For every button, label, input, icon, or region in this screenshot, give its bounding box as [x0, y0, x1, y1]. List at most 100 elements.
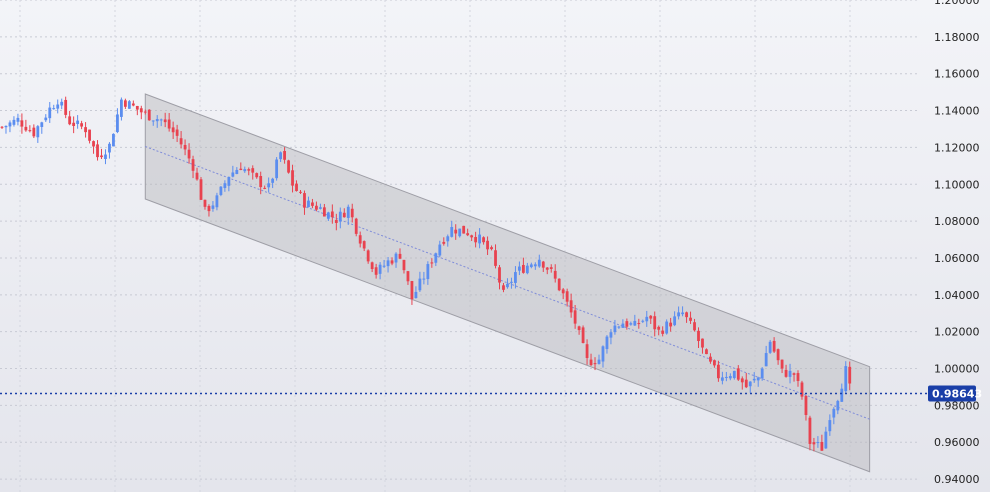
candle-down — [474, 237, 478, 243]
candle-up — [307, 200, 310, 208]
candle-down — [549, 267, 553, 269]
y-tick-label: 1.04000 — [934, 289, 980, 302]
candle-down — [581, 327, 585, 343]
candle-up — [223, 183, 227, 189]
candle-up — [36, 126, 40, 138]
candle-down — [502, 285, 505, 290]
candle-up — [56, 104, 60, 109]
candle-up — [788, 370, 792, 377]
candle-up — [760, 368, 764, 379]
candle-up — [394, 253, 398, 263]
candle-down — [561, 289, 565, 294]
candle-down — [693, 322, 696, 331]
candle-up — [231, 172, 235, 177]
candle-down — [498, 267, 501, 283]
candle-down — [187, 149, 191, 159]
candle-down — [311, 202, 314, 206]
candle-down — [88, 129, 91, 141]
candle-up — [816, 442, 820, 444]
candle-up — [319, 207, 322, 209]
candle-down — [804, 396, 808, 416]
candle-up — [677, 312, 680, 317]
candle-up — [48, 107, 52, 119]
candle-up — [108, 143, 111, 153]
candle-down — [490, 247, 493, 250]
candle-down — [334, 220, 338, 223]
candle-down — [541, 261, 545, 268]
candle-down — [330, 211, 334, 218]
candle-up — [227, 176, 231, 186]
y-tick-label: 0.94000 — [934, 473, 980, 486]
candle-down — [470, 235, 474, 238]
candle-down — [442, 241, 446, 244]
candle-up — [609, 332, 613, 338]
current-price-tag — [928, 385, 976, 402]
candle-up — [438, 244, 442, 256]
candle-up — [458, 228, 462, 237]
y-tick-label: 1.18000 — [934, 31, 980, 44]
current-price-label: 0.98643 — [932, 388, 982, 401]
candle-up — [104, 154, 107, 159]
candle-down — [577, 326, 581, 331]
candle-up — [12, 119, 16, 125]
candle-down — [573, 310, 577, 324]
candle-down — [68, 116, 72, 125]
candle-down — [569, 300, 573, 313]
candle-up — [127, 101, 131, 109]
candle-up — [768, 341, 772, 353]
candle-up — [605, 336, 609, 350]
candle-down — [239, 168, 243, 170]
candle-up — [8, 122, 12, 127]
candle-up — [514, 272, 517, 283]
price-axis: 1.20000 1.18000 1.16000 1.14000 1.12000 1.100… — [934, 0, 980, 486]
candle-up — [613, 325, 617, 333]
candle-up — [506, 283, 509, 288]
candle-up — [275, 159, 279, 179]
candle-up — [844, 366, 848, 392]
candle-up — [159, 119, 163, 121]
candle-down — [123, 100, 127, 107]
candle-down — [96, 144, 99, 158]
candle-up — [418, 278, 422, 291]
candle-down — [685, 312, 688, 318]
candle-down — [362, 241, 366, 249]
candle-down — [796, 373, 800, 382]
candle-down — [709, 356, 712, 362]
candle-down — [342, 212, 346, 218]
candle-down — [406, 271, 410, 282]
candle-down — [183, 144, 187, 150]
candle-down — [24, 126, 28, 131]
candle-down — [287, 160, 290, 173]
candle-down — [167, 119, 171, 129]
candle-down — [776, 349, 780, 361]
candle-down — [545, 267, 549, 270]
y-tick-label: 1.10000 — [934, 178, 980, 191]
candle-up — [748, 381, 752, 387]
candle-down — [0, 126, 4, 128]
candle-up — [828, 420, 832, 432]
candle-down — [135, 105, 139, 110]
candle-up — [510, 281, 513, 283]
candle-down — [454, 229, 458, 234]
candle-up — [386, 260, 390, 267]
candle-up — [60, 101, 64, 106]
candle-down — [689, 317, 692, 321]
candle-down — [147, 109, 151, 121]
candle-up — [422, 278, 426, 280]
candle-down — [625, 321, 629, 327]
candle-down — [565, 291, 569, 302]
y-tick-label: 1.06000 — [934, 252, 980, 265]
current-price-marker: 0.98643 — [0, 385, 982, 402]
candle-up — [267, 183, 271, 188]
y-tick-label: 0.98000 — [934, 399, 980, 412]
candle-down — [585, 344, 589, 359]
candle-up — [641, 320, 645, 322]
y-tick-label: 1.02000 — [934, 326, 980, 339]
candle-down — [713, 360, 716, 366]
candle-up — [840, 388, 844, 402]
candle-down — [848, 366, 852, 384]
candle-down — [792, 373, 796, 375]
